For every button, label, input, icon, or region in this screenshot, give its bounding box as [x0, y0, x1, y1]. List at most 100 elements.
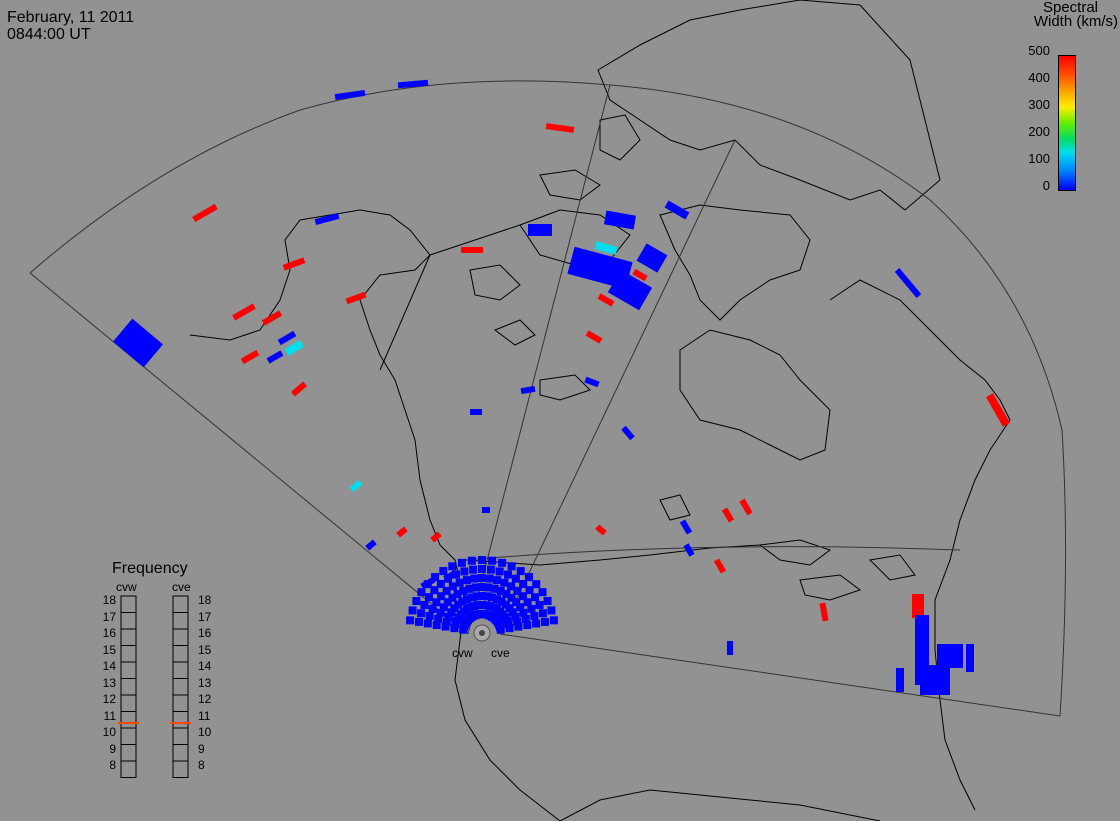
near-range-cell — [420, 600, 429, 609]
frequency-tick: 16 — [198, 626, 212, 640]
near-range-cell — [455, 578, 464, 587]
scatter-cell — [240, 349, 260, 365]
near-range-cell — [431, 573, 440, 582]
frequency-cell — [172, 727, 189, 745]
near-range-cell — [505, 624, 514, 633]
scatter-cell — [595, 524, 607, 536]
scatter-cell — [284, 340, 304, 356]
frequency-tick: 14 — [102, 659, 116, 673]
near-range-cell — [513, 586, 522, 595]
near-range-cell — [518, 592, 527, 601]
near-range-cell — [436, 608, 445, 617]
near-range-cell — [488, 593, 497, 602]
frequency-tick: 9 — [198, 741, 205, 756]
near-range-cell — [428, 604, 437, 613]
near-range-cell — [465, 584, 474, 593]
frequency-cell — [172, 612, 189, 630]
near-range-cell — [462, 576, 471, 585]
frequency-tick: 15 — [198, 642, 212, 657]
colorbar-tick: 100 — [1028, 151, 1050, 166]
scatter-cell — [683, 543, 695, 557]
scatter-cell — [713, 558, 727, 574]
scatter-cell — [597, 293, 615, 307]
near-range-cell — [470, 574, 479, 583]
scatter-cell — [966, 644, 974, 672]
frequency-cell — [120, 661, 137, 679]
near-range-cell — [507, 593, 516, 602]
near-range-cell — [525, 586, 534, 595]
frequency-tick: 18 — [198, 593, 212, 607]
near-range-cell — [423, 580, 432, 589]
near-range-cell — [444, 574, 453, 583]
frequency-tick: 13 — [198, 675, 212, 690]
near-range-cell — [504, 570, 513, 579]
frequency-cell — [120, 612, 137, 630]
scatter-cell — [912, 594, 924, 618]
scatter-cell — [232, 303, 256, 321]
near-range-cell — [495, 567, 504, 576]
frequency-tick: 10 — [102, 725, 116, 739]
near-range-cell — [532, 619, 541, 628]
radar-label-cvw: cvw — [452, 646, 473, 660]
near-range-cell — [549, 616, 558, 625]
scatter-cell — [282, 257, 306, 271]
scatter-cell — [896, 668, 904, 692]
scatter-cell — [334, 89, 366, 101]
near-range-cell — [425, 612, 434, 621]
near-range-cell — [467, 593, 476, 602]
near-range-cell — [498, 558, 507, 567]
fov-outline — [29, 80, 1067, 717]
scatter-cell — [986, 393, 1010, 427]
frequency-tick: 8 — [109, 758, 116, 772]
frequency-tick: 12 — [102, 692, 116, 706]
near-range-cell — [444, 612, 453, 621]
scatter-cell — [470, 409, 482, 415]
near-range-cell — [516, 603, 525, 612]
frequency-tick: 9 — [109, 741, 116, 756]
near-range-cell — [507, 562, 516, 571]
scatter-cell — [679, 519, 693, 535]
near-range-cell — [535, 600, 544, 609]
near-range-cell — [439, 603, 448, 612]
near-range-cell — [478, 556, 486, 564]
data-points — [113, 79, 1010, 695]
frequency-cell — [120, 678, 137, 696]
frequency-tick: 11 — [103, 708, 116, 723]
near-range-cell — [439, 567, 448, 576]
freq-radar-label-cvw: cvw — [116, 580, 137, 594]
scatter-cell — [621, 425, 635, 441]
coastlines — [189, 0, 1011, 821]
frequency-tick: 14 — [198, 659, 212, 673]
scatter-cell — [632, 268, 648, 282]
near-range-cell — [511, 612, 520, 621]
frequency-tick: 17 — [198, 609, 212, 624]
near-range-cell — [497, 597, 506, 606]
frequency-tick: 11 — [198, 708, 211, 723]
near-range-cell — [486, 565, 495, 574]
near-range-cell — [514, 622, 523, 631]
near-range-cell — [430, 586, 439, 595]
near-range-cell — [531, 593, 540, 602]
scatter-cell — [664, 200, 690, 220]
near-range-cell — [423, 619, 432, 628]
near-range-cell — [478, 583, 486, 591]
near-range-cell — [532, 580, 541, 589]
spectral-width-colorbar — [1058, 55, 1076, 191]
colorbar-units: Width (km/s) — [1033, 13, 1118, 30]
colorbar-tick: 200 — [1028, 124, 1050, 139]
borders — [379, 224, 761, 566]
near-range-cell — [490, 584, 499, 593]
frequency-title: Frequency — [112, 560, 188, 577]
frequency-cell — [172, 628, 189, 646]
near-range-cell — [496, 625, 505, 634]
near-range-cell — [448, 593, 457, 602]
near-range-cell — [436, 579, 445, 588]
scatter-cell — [345, 291, 367, 305]
near-range-cell — [469, 565, 478, 574]
near-range-cell — [527, 604, 536, 613]
colorbar-tick: 0 — [1042, 178, 1050, 193]
scatter-cell — [290, 381, 308, 397]
frequency-tick: 18 — [102, 593, 116, 607]
near-range-cell — [437, 592, 446, 601]
radar-label-cve: cve — [491, 646, 510, 660]
